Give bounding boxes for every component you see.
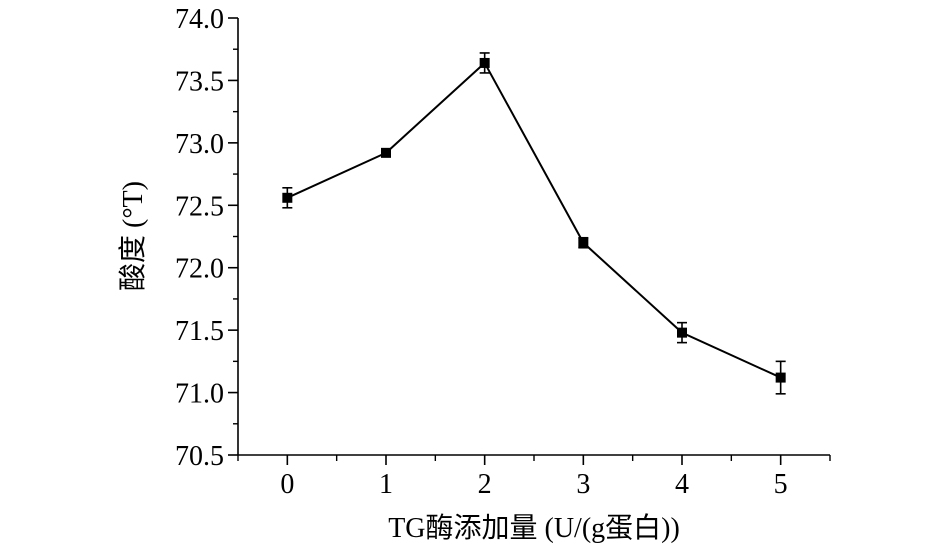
y-tick-label: 73.0 bbox=[175, 129, 224, 160]
y-axis-ticks: 70.5 71.0 71.5 72.0 72.5 73.0 73.5 74.0 bbox=[175, 4, 238, 472]
data-point-marker bbox=[775, 372, 786, 383]
x-axis-label: TG酶添加量 (U/(g蛋白)) bbox=[388, 512, 680, 544]
series-line bbox=[286, 61, 782, 379]
axes bbox=[237, 18, 830, 456]
y-tick-label: 71.5 bbox=[175, 316, 224, 347]
y-tick-label: 70.5 bbox=[175, 441, 224, 472]
data-point-marker bbox=[677, 327, 687, 338]
x-axis-ticks: 0 1 2 3 4 5 bbox=[237, 455, 831, 500]
y-tick-label: 71.0 bbox=[175, 379, 224, 410]
y-tick-label: 72.0 bbox=[175, 254, 224, 285]
x-tick-label: 4 bbox=[675, 469, 689, 500]
x-tick-label: 3 bbox=[576, 469, 590, 500]
x-tick-label: 2 bbox=[478, 469, 492, 500]
y-tick-label: 73.5 bbox=[175, 66, 224, 97]
data-point-marker bbox=[479, 57, 490, 68]
x-tick-label: 0 bbox=[280, 469, 294, 500]
data-point-marker bbox=[578, 237, 589, 248]
x-tick-label: 5 bbox=[774, 469, 788, 500]
y-axis-label: 酸度 (°T) bbox=[117, 181, 149, 291]
y-tick-label: 72.5 bbox=[175, 191, 224, 222]
y-tick-label: 74.0 bbox=[175, 4, 224, 35]
data-point-marker bbox=[381, 147, 391, 158]
series bbox=[282, 52, 786, 395]
x-tick-label: 1 bbox=[379, 469, 393, 500]
data-point-marker bbox=[282, 192, 293, 203]
